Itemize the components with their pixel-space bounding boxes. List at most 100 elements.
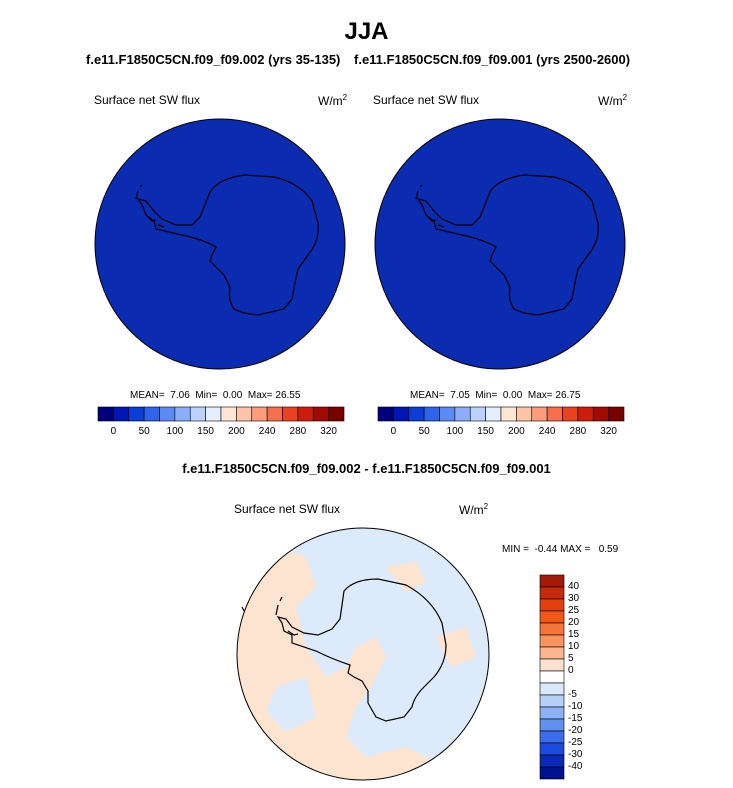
right-peninsula-islands xyxy=(415,184,445,228)
right-colorbar xyxy=(377,406,625,422)
left-colorbar-box xyxy=(174,406,191,422)
right-colorbar-box xyxy=(531,406,548,422)
left-stats: MEAN= 7.06 Min= 0.00 Max= 26.55 xyxy=(130,390,301,401)
right-colorbar-box xyxy=(516,406,533,422)
left-antarctica-coastline xyxy=(136,174,319,316)
left-colorbar-box xyxy=(251,406,268,422)
diff-colorbar-box xyxy=(539,766,565,780)
left-colorbar-tick-label: 100 xyxy=(166,426,184,437)
diff-colorbar-tick-label: -20 xyxy=(568,725,583,736)
diff-peninsula-islands xyxy=(241,596,299,636)
left-colorbar-ticks: 0 50 100 150 200 240 280 320 xyxy=(98,426,344,440)
diff-colorbar-box xyxy=(539,634,565,648)
left-colorbar-box xyxy=(220,406,237,422)
diff-colorbar-tick-label: 10 xyxy=(568,641,580,652)
left-colorbar-box xyxy=(97,406,114,422)
left-colorbar-box xyxy=(205,406,222,422)
diff-colorbar-box xyxy=(539,730,565,744)
diff-colorbar-tick-label: -40 xyxy=(568,761,583,772)
left-colorbar-tick-label: 200 xyxy=(228,426,245,437)
left-colorbar-box xyxy=(128,406,145,422)
right-colorbar-tick-label: 100 xyxy=(446,426,464,437)
diff-colorbar-box xyxy=(539,742,565,756)
left-colorbar xyxy=(97,406,345,422)
diff-map-border xyxy=(236,527,490,781)
diff-colorbar-tick-label: -15 xyxy=(568,713,583,724)
left-colorbar-tick-label: 0 xyxy=(110,426,117,437)
right-run-title: f.e11.F1850C5CN.f09_f09.001 (yrs 2500-26… xyxy=(352,52,631,67)
left-colorbar-box xyxy=(266,406,283,422)
right-colorbar-box xyxy=(408,406,425,422)
right-colorbar-tick-label: 0 xyxy=(390,426,397,437)
difference-colorbar-ticks: 40 30 25 20 15 10 5 0 -5 -10 -15 -20 -25 -30 -40 xyxy=(568,575,608,779)
left-colorbar-box xyxy=(113,406,130,422)
right-colorbar-tick-label: 200 xyxy=(508,426,525,437)
right-colorbar-box xyxy=(500,406,517,422)
right-colorbar-box xyxy=(562,406,579,422)
left-peninsula-islands xyxy=(135,184,165,228)
left-colorbar-box xyxy=(282,406,299,422)
left-colorbar-box xyxy=(297,406,314,422)
left-variable-label: Surface net SW flux xyxy=(94,93,201,107)
diff-colorbar-box xyxy=(539,682,565,696)
diff-colorbar-tick-label: -5 xyxy=(568,689,577,700)
diff-colorbar-tick-label: 5 xyxy=(568,653,574,664)
left-colorbar-box xyxy=(189,406,206,422)
diff-unit-label: W/m2 xyxy=(459,502,489,517)
diff-colorbar-box xyxy=(539,646,565,660)
right-colorbar-box xyxy=(423,406,440,422)
left-colorbar-tick-label: 50 xyxy=(138,426,150,437)
diff-colorbar-tick-label: 20 xyxy=(568,617,580,628)
diff-colorbar-tick-label: -10 xyxy=(568,701,583,712)
right-colorbar-tick-label: 150 xyxy=(477,426,494,437)
right-colorbar-tick-label: 240 xyxy=(538,426,556,437)
right-colorbar-box xyxy=(439,406,456,422)
diff-colorbar-box xyxy=(539,658,565,672)
right-unit-label: W/m2 xyxy=(598,93,628,108)
left-colorbar-tick-label: 320 xyxy=(320,426,337,437)
diff-colorbar-tick-label: 0 xyxy=(568,665,574,676)
left-unit-label: W/m2 xyxy=(318,93,348,108)
right-colorbar-box xyxy=(469,406,486,422)
diff-colorbar-box xyxy=(539,694,565,708)
diff-colorbar-box xyxy=(539,706,565,720)
diff-minmax: MIN = -0.44 MAX = 0.59 xyxy=(502,544,619,555)
difference-title: f.e11.F1850C5CN.f09_f09.002 - f.e11.F185… xyxy=(182,461,551,476)
diff-colorbar-box xyxy=(539,670,565,684)
right-colorbar-ticks: 0 50 100 150 200 240 280 320 xyxy=(378,426,624,440)
right-variable-label: Surface net SW flux xyxy=(373,93,480,107)
diff-colorbar-tick-label: -25 xyxy=(568,737,583,748)
right-stats: MEAN= 7.05 Min= 0.00 Max= 26.75 xyxy=(410,390,581,401)
right-colorbar-box xyxy=(592,406,609,422)
right-map-ocean xyxy=(374,118,626,370)
left-colorbar-box xyxy=(236,406,253,422)
diff-field-warm-3 xyxy=(386,562,426,592)
diff-variable-label: Surface net SW flux xyxy=(234,502,341,516)
right-colorbar-box xyxy=(377,406,394,422)
diff-colorbar-tick-label: 30 xyxy=(568,593,580,604)
diff-colorbar-tick-label: -30 xyxy=(568,749,583,760)
right-colorbar-box xyxy=(393,406,410,422)
diff-field-warm-2 xyxy=(251,582,296,627)
right-colorbar-box xyxy=(454,406,471,422)
diff-field-cool-2 xyxy=(266,677,316,732)
left-polar-map xyxy=(94,118,346,370)
diff-colorbar-box xyxy=(539,754,565,768)
left-map-ocean xyxy=(94,118,346,370)
difference-polar-map xyxy=(236,527,490,781)
left-colorbar-box xyxy=(159,406,176,422)
right-colorbar-tick-label: 280 xyxy=(569,426,587,437)
diff-colorbar-tick-label: 15 xyxy=(568,629,580,640)
diff-colorbar-box xyxy=(539,586,565,600)
diff-colorbar-box xyxy=(539,574,565,588)
right-colorbar-box xyxy=(577,406,594,422)
left-colorbar-box xyxy=(143,406,160,422)
right-colorbar-box xyxy=(485,406,502,422)
diff-field-warm-4 xyxy=(436,627,476,667)
left-colorbar-tick-label: 240 xyxy=(258,426,276,437)
right-colorbar-box xyxy=(546,406,563,422)
right-polar-map xyxy=(374,118,626,370)
right-colorbar-tick-label: 50 xyxy=(418,426,430,437)
right-colorbar-tick-label: 320 xyxy=(600,426,617,437)
diff-colorbar-box xyxy=(539,598,565,612)
